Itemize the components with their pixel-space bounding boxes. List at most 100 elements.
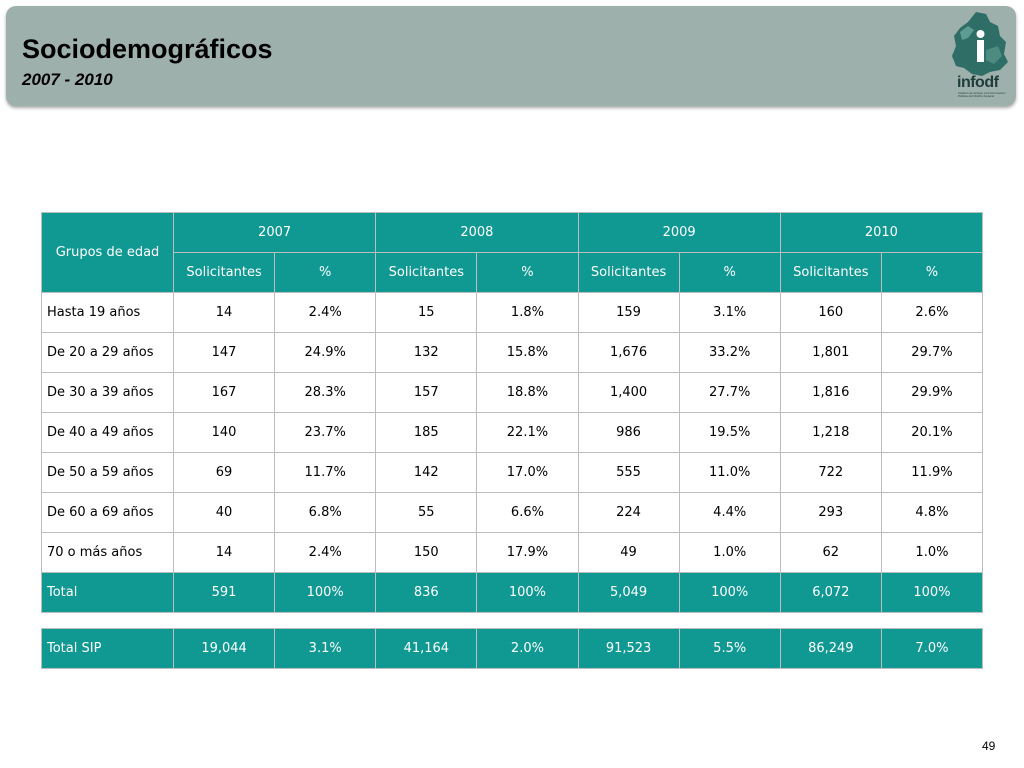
table-cell: 1,801 xyxy=(779,332,882,373)
table-cell: 160 xyxy=(779,292,882,333)
row-label: Total SIP xyxy=(41,628,174,669)
table-row: 70 o más años 14 2.4% 150 17.9% 49 1.0% 62 1.0% xyxy=(41,532,984,573)
table-cell: 33.2% xyxy=(678,332,781,373)
table-cell: 157 xyxy=(375,372,478,413)
table-cell: 19.5% xyxy=(678,412,781,453)
table-cell: 23.7% xyxy=(274,412,377,453)
table-cell: 100% xyxy=(476,572,579,613)
page-subtitle: 2007 - 2010 xyxy=(22,70,113,89)
table-cell: 6.6% xyxy=(476,492,579,533)
table-cell: 1.0% xyxy=(880,532,984,573)
table-row: De 50 a 59 años 69 11.7% 142 17.0% 555 11.0% 72… xyxy=(41,452,984,493)
table-cell: 29.7% xyxy=(880,332,984,373)
table-cell: 14 xyxy=(172,532,276,573)
table-cell: 159 xyxy=(577,292,680,333)
table-cell: 2.4% xyxy=(274,292,377,333)
table-cell: 22.1% xyxy=(476,412,579,453)
table-cell: 19,044 xyxy=(172,628,276,669)
table-cell: 6,072 xyxy=(779,572,882,613)
table-cell: 591 xyxy=(172,572,276,613)
logo-subtext: Instituto de Acceso a la Información Púb… xyxy=(958,91,1006,98)
table-cell: 41,164 xyxy=(375,628,478,669)
table-row: De 20 a 29 años 147 24.9% 132 15.8% 1,676 33.2… xyxy=(41,332,984,373)
infodf-logo-icon xyxy=(952,12,1008,76)
table-cell: 6.8% xyxy=(274,492,377,533)
sub-header: % xyxy=(880,252,984,293)
table-cell: 17.0% xyxy=(476,452,579,493)
table-row: De 60 a 69 años 40 6.8% 55 6.6% 224 4.4% 293 4.8… xyxy=(41,492,984,533)
table-cell: 5.5% xyxy=(678,628,781,669)
row-label: De 50 a 59 años xyxy=(41,452,174,493)
row-label: De 20 a 29 años xyxy=(41,332,174,373)
table-cell: 7.0% xyxy=(880,628,984,669)
sub-header: Solicitantes xyxy=(172,252,276,293)
table-cell: 100% xyxy=(880,572,984,613)
table-cell: 49 xyxy=(577,532,680,573)
header-bar: Sociodemográficos 2007 - 2010 xyxy=(6,6,1016,106)
table-cell: 293 xyxy=(779,492,882,533)
table-row: De 30 a 39 años 167 28.3% 157 18.8% 1,400 27.7… xyxy=(41,372,984,413)
table-cell: 1.0% xyxy=(678,532,781,573)
table-cell: 986 xyxy=(577,412,680,453)
table-cell: 1.8% xyxy=(476,292,579,333)
sub-header: Solicitantes xyxy=(375,252,478,293)
table-cell: 4.8% xyxy=(880,492,984,533)
page-title: Sociodemográficos xyxy=(22,34,273,64)
row-label: Hasta 19 años xyxy=(41,292,174,333)
table-cell: 140 xyxy=(172,412,276,453)
table-cell: 224 xyxy=(577,492,680,533)
table-cell: 1,218 xyxy=(779,412,882,453)
table-cell: 86,249 xyxy=(779,628,882,669)
row-label: 70 o más años xyxy=(41,532,174,573)
table-cell: 55 xyxy=(375,492,478,533)
table-cell: 27.7% xyxy=(678,372,781,413)
table-cell: 18.8% xyxy=(476,372,579,413)
row-label: Total xyxy=(41,572,174,613)
age-groups-table: Grupos de edad 2007 2008 2009 2010 Solic… xyxy=(41,212,984,613)
table-cell: 69 xyxy=(172,452,276,493)
table-cell: 17.9% xyxy=(476,532,579,573)
table-cell: 2.6% xyxy=(880,292,984,333)
table-row: Hasta 19 años 14 2.4% 15 1.8% 159 3.1% 160 2.6% xyxy=(41,292,984,333)
row-label: De 40 a 49 años xyxy=(41,412,174,453)
table-cell: 29.9% xyxy=(880,372,984,413)
table-cell: 1,676 xyxy=(577,332,680,373)
sub-header: Solicitantes xyxy=(577,252,680,293)
sub-header: % xyxy=(274,252,377,293)
table-cell: 100% xyxy=(274,572,377,613)
table-cell: 1,400 xyxy=(577,372,680,413)
table-row: Total 591 100% 836 100% 5,049 100% 6,072 100% xyxy=(41,572,984,613)
table-row: Total SIP 19,044 3.1% 41,164 2.0% 91,523 5.5% 8… xyxy=(41,628,984,669)
table-cell: 185 xyxy=(375,412,478,453)
table-cell: 147 xyxy=(172,332,276,373)
table-cell: 167 xyxy=(172,372,276,413)
page-number: 49 xyxy=(982,739,996,753)
table-cell: 142 xyxy=(375,452,478,493)
table-cell: 11.9% xyxy=(880,452,984,493)
table-cell: 24.9% xyxy=(274,332,377,373)
table-cell: 1,816 xyxy=(779,372,882,413)
sip-total-table: Total SIP 19,044 3.1% 41,164 2.0% 91,523 5.5% 8… xyxy=(41,628,984,669)
table-cell: 28.3% xyxy=(274,372,377,413)
year-header: 2007 xyxy=(172,212,377,253)
table-cell: 5,049 xyxy=(577,572,680,613)
table-cell: 836 xyxy=(375,572,478,613)
table-cell: 91,523 xyxy=(577,628,680,669)
table-cell: 132 xyxy=(375,332,478,373)
table-cell: 4.4% xyxy=(678,492,781,533)
row-label: De 30 a 39 años xyxy=(41,372,174,413)
sub-header: % xyxy=(476,252,579,293)
year-header: 2008 xyxy=(375,212,579,253)
row-header-label: Grupos de edad xyxy=(41,212,174,293)
table-cell: 555 xyxy=(577,452,680,493)
row-label: De 60 a 69 años xyxy=(41,492,174,533)
table-cell: 2.4% xyxy=(274,532,377,573)
table-row: De 40 a 49 años 140 23.7% 185 22.1% 986 19.5% 1… xyxy=(41,412,984,453)
year-header: 2010 xyxy=(779,212,984,253)
sub-header: Solicitantes xyxy=(779,252,882,293)
table-cell: 3.1% xyxy=(274,628,377,669)
table-cell: 3.1% xyxy=(678,292,781,333)
logo-text: infodf xyxy=(957,74,999,91)
table-cell: 11.0% xyxy=(678,452,781,493)
table-cell: 11.7% xyxy=(274,452,377,493)
